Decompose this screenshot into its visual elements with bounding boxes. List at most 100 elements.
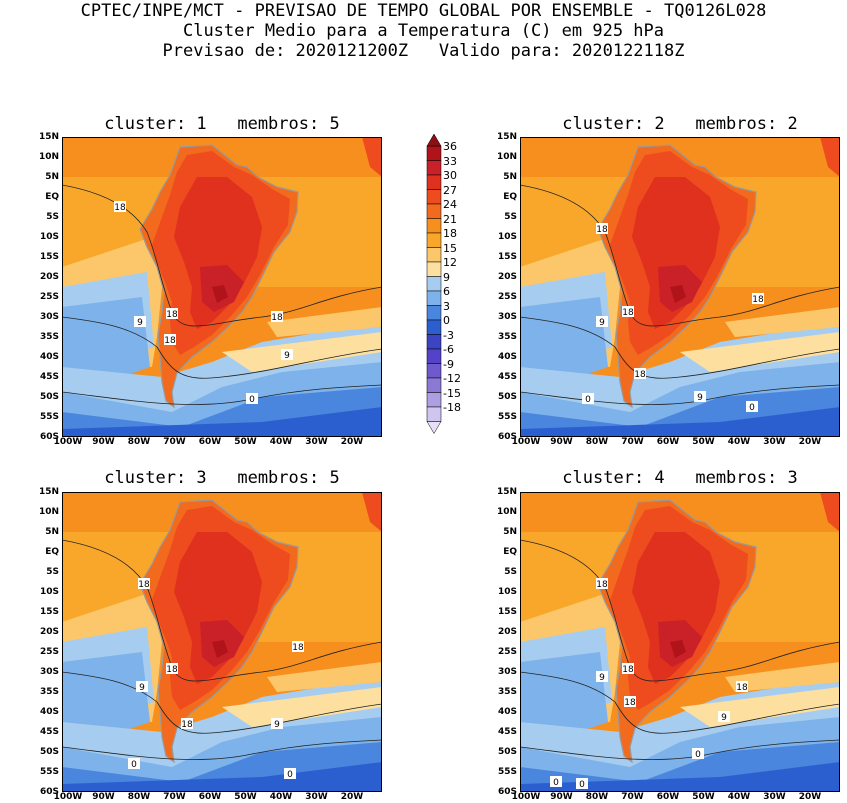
colorbar-swatch [426,392,442,408]
contour-label: 9 [596,316,608,328]
temperature-field: 18 18 18 18 9 9 0 0 [520,137,840,437]
colorbar-swatch [426,261,442,277]
longitude-label: 60W [198,437,222,447]
svg-text:9: 9 [284,351,290,361]
latitude-label: 5S [46,212,59,222]
colorbar-label: 12 [443,256,457,269]
longitude-label: 100W [53,437,83,447]
svg-text:0: 0 [695,750,701,760]
panel-4-title: cluster: 4 membros: 3 [562,468,798,488]
latitude-label: 55S [497,767,517,777]
colorbar-swatch [426,406,442,422]
longitude-label: 90W [92,792,115,802]
longitude-label: 40W [727,792,751,802]
latitude-label: 60S [497,432,517,442]
longitude-label: 50W [692,792,715,802]
latitude-label: 15N [496,487,517,497]
latitude-label: 10S [497,587,517,597]
latitude-label: 5N [503,172,517,182]
contour-label: 18 [752,293,764,305]
colorbar-label: 27 [443,183,457,197]
colorbar-label: -12 [443,372,461,385]
colorbar-label: 24 [443,198,457,211]
panel-2-title: cluster: 2 membros: 2 [562,114,798,134]
contour-label: 0 [692,748,704,760]
svg-text:18: 18 [166,665,178,675]
longitude-label: 30W [763,437,786,447]
header-line-1: CPTEC/INPE/MCT - PREVISAO DE TEMPO GLOBA… [80,1,767,21]
colorbar-label: 30 [443,169,457,182]
latitude-label: 15N [38,132,59,142]
latitude-label: 30S [497,667,517,677]
contour-label: 0 [550,776,562,788]
svg-text:18: 18 [181,720,193,730]
svg-text:9: 9 [599,318,605,328]
temperature-colorbar [426,133,442,434]
temperature-field: 18 18 18 18 9 9 0 [62,137,382,437]
latitude-label: 20S [39,272,59,282]
latitude-label: 30S [39,312,59,322]
svg-text:9: 9 [139,683,145,693]
longitude-label: 80W [127,792,151,802]
latitude-label: 10N [496,152,517,162]
svg-text:18: 18 [634,370,646,380]
contour-label: 0 [582,393,594,405]
longitude-label: 70W [163,437,186,447]
contour-label: 9 [596,671,608,683]
latitude-label: 25S [39,292,59,302]
longitude-label: 20W [798,437,822,447]
contour-label: 0 [576,778,588,790]
latitude-label: 40S [39,707,59,717]
latitude-label: 55S [39,767,59,777]
header-line-3: Previsao de: 2020121200Z Valido para: 20… [162,41,685,61]
colorbar-swatch [426,276,442,292]
latitude-label: 25S [39,647,59,657]
latitude-label: 25S [497,647,517,657]
latitude-label: 20S [497,272,517,282]
colorbar-label: 3 [443,299,450,313]
colorbar-swatch [426,189,442,205]
longitude-label: 40W [269,437,293,447]
colorbar-label: -6 [443,343,454,356]
panel-1-title: cluster: 1 membros: 5 [104,114,340,134]
svg-text:0: 0 [749,403,755,413]
contour-label: 9 [718,711,730,723]
svg-text:0: 0 [131,760,137,770]
colorbar-label: 18 [443,227,457,240]
colorbar-swatch [426,174,442,190]
colorbar-label: 36 [443,140,457,153]
svg-text:18: 18 [622,308,634,318]
latitude-label: 10S [497,232,517,242]
contour-label: 18 [624,696,636,708]
colorbar-min-arrow [426,421,442,434]
contour-label: 18 [138,578,150,590]
colorbar-label: -3 [443,328,454,342]
longitude-label: 30W [763,792,786,802]
longitude-label: 70W [163,792,186,802]
colorbar-swatch [426,319,442,335]
svg-text:9: 9 [721,713,727,723]
colorbar-swatch [426,305,442,321]
latitude-label: 5N [45,172,59,182]
svg-text:0: 0 [579,780,585,790]
longitude-label: 20W [798,792,822,802]
svg-text:18: 18 [138,580,150,590]
latitude-label: 10N [38,507,59,517]
latitude-label: 55S [497,412,517,422]
svg-text:18: 18 [596,225,608,235]
colorbar-label: -15 [443,386,461,400]
colorbar-swatch [426,348,442,364]
longitude-label: 90W [550,792,573,802]
colorbar-swatch [426,334,442,350]
contour-label: 18 [622,663,634,675]
latitude-label: 30S [497,312,517,322]
contour-label: 18 [166,308,178,320]
colorbar-label: 6 [443,285,450,298]
latitude-label: 5N [503,527,517,537]
contour-label: 18 [736,681,748,693]
latitude-label: 35S [39,687,59,697]
contour-label: 0 [246,393,258,405]
latitude-label: 40S [497,707,517,717]
contour-label: 0 [746,401,758,413]
svg-text:18: 18 [114,203,126,213]
